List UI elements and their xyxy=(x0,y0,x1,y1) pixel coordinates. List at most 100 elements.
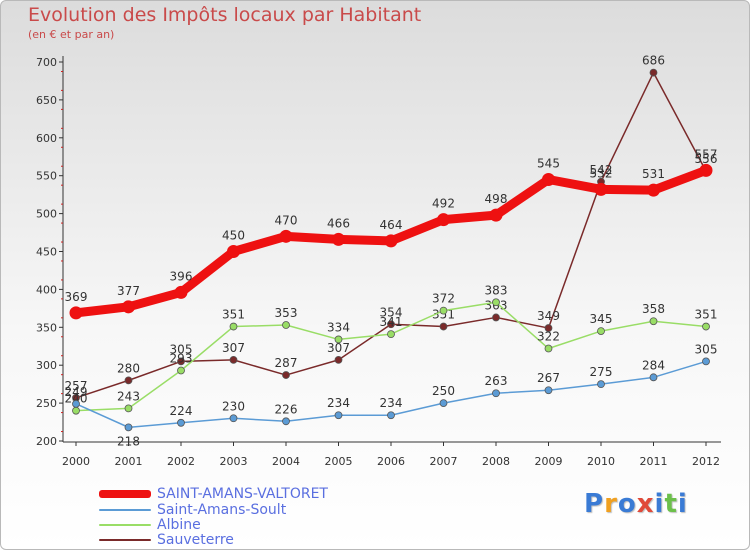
data-label: 354 xyxy=(380,305,403,319)
x-tick-label: 2000 xyxy=(62,455,90,468)
data-label: 345 xyxy=(590,312,613,326)
x-tick-label: 2008 xyxy=(482,455,510,468)
y-tick-label: 650 xyxy=(36,94,57,107)
legend-item-saint-amans-soult: Saint-Amans-Soult xyxy=(99,502,286,518)
data-point xyxy=(177,366,185,375)
data-point xyxy=(699,163,713,177)
data-label: 531 xyxy=(642,167,665,181)
data-point xyxy=(647,183,660,197)
data-point xyxy=(649,317,658,326)
x-tick-label: 2010 xyxy=(587,455,615,468)
data-point xyxy=(387,320,395,329)
data-label: 383 xyxy=(485,283,508,297)
data-label: 322 xyxy=(537,330,560,344)
data-point xyxy=(334,335,343,344)
data-point xyxy=(334,411,343,420)
data-point xyxy=(542,172,555,186)
x-tick-label: 2007 xyxy=(430,455,458,468)
x-tick-label: 2005 xyxy=(325,455,353,468)
data-point xyxy=(229,414,238,423)
data-point xyxy=(702,322,710,331)
data-label: 492 xyxy=(432,197,455,211)
data-label: 280 xyxy=(117,361,140,375)
data-point xyxy=(439,399,448,408)
data-label: 243 xyxy=(117,389,140,403)
data-point xyxy=(384,234,398,248)
data-point xyxy=(227,245,240,258)
data-label: 284 xyxy=(642,358,665,372)
x-tick-label: 2001 xyxy=(115,455,143,468)
chart-subtitle: (en € et par an) xyxy=(28,28,115,41)
data-label: 470 xyxy=(275,213,298,227)
data-label: 334 xyxy=(327,320,350,334)
y-tick-label: 550 xyxy=(36,170,57,183)
data-point xyxy=(124,404,133,413)
legend-label: Albine xyxy=(157,517,201,533)
proxiti-logo: Proxiti xyxy=(584,489,688,519)
x-tick-label: 2003 xyxy=(220,455,248,468)
y-tick-label: 250 xyxy=(36,397,57,410)
data-point xyxy=(174,285,188,299)
data-label: 224 xyxy=(170,404,193,418)
data-label: 498 xyxy=(485,192,508,206)
data-label: 464 xyxy=(380,218,403,232)
data-point xyxy=(332,232,345,246)
data-label: 249 xyxy=(65,385,88,399)
data-point xyxy=(282,371,290,379)
y-tick-label: 500 xyxy=(36,208,57,221)
data-label: 230 xyxy=(222,399,245,413)
data-label: 369 xyxy=(65,290,88,304)
x-tick-label: 2002 xyxy=(167,455,195,468)
data-point xyxy=(649,373,658,382)
legend-label: Sauveterre xyxy=(157,532,234,548)
x-tick-label: 2011 xyxy=(640,455,668,468)
data-point xyxy=(334,355,343,364)
legend-item-saint-amans-valtoret: SAINT-AMANS-VALTORET xyxy=(99,486,328,502)
data-point xyxy=(649,68,658,77)
data-point xyxy=(439,306,448,315)
data-point xyxy=(69,306,83,320)
data-label: 556 xyxy=(695,152,718,166)
data-label: 532 xyxy=(590,166,613,180)
data-point xyxy=(387,330,395,339)
data-label: 349 xyxy=(537,309,560,323)
y-tick-label: 600 xyxy=(36,132,57,145)
chart-title: Evolution des Impôts locaux par Habitant xyxy=(28,4,422,26)
data-label: 351 xyxy=(695,308,718,322)
y-tick-label: 450 xyxy=(36,246,57,259)
data-point xyxy=(597,380,605,389)
y-tick-label: 300 xyxy=(36,359,57,372)
data-point xyxy=(439,322,448,331)
data-label: 377 xyxy=(117,284,140,298)
data-point xyxy=(544,344,553,353)
data-point xyxy=(282,417,290,426)
data-point xyxy=(229,322,238,331)
data-label: 263 xyxy=(485,374,508,388)
legend-swatch xyxy=(99,490,151,498)
data-point xyxy=(544,386,553,395)
data-point xyxy=(594,182,608,196)
data-point xyxy=(492,389,500,398)
legend-label: SAINT-AMANS-VALTORET xyxy=(157,486,328,502)
data-point xyxy=(122,300,135,314)
data-point xyxy=(492,298,500,307)
data-point xyxy=(124,423,133,432)
data-label: 218 xyxy=(117,434,140,448)
data-label: 466 xyxy=(327,216,350,230)
data-label: 307 xyxy=(222,341,245,355)
data-point xyxy=(72,399,80,408)
legend-item-sauveterre: Sauveterre xyxy=(99,532,234,548)
x-tick-label: 2012 xyxy=(692,455,720,468)
legend-swatch xyxy=(99,524,151,526)
data-label: 542 xyxy=(590,163,613,177)
data-label: 250 xyxy=(432,384,455,398)
data-point xyxy=(597,327,605,335)
data-label: 353 xyxy=(275,306,298,320)
y-tick-label: 400 xyxy=(36,283,57,296)
data-point xyxy=(702,357,710,366)
data-label: 686 xyxy=(642,54,665,68)
data-point xyxy=(489,208,503,222)
data-point xyxy=(437,213,450,227)
